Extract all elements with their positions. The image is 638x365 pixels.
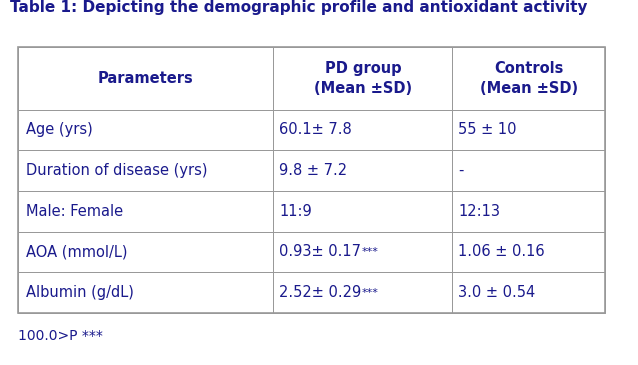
Bar xyxy=(18,47,605,313)
Bar xyxy=(452,150,605,191)
Bar xyxy=(273,191,452,232)
Bar xyxy=(452,110,605,150)
Text: 60.1± 7.8: 60.1± 7.8 xyxy=(279,122,352,137)
Bar xyxy=(18,191,273,232)
Text: AOA (mmol/L): AOA (mmol/L) xyxy=(26,245,128,260)
Text: Age (yrs): Age (yrs) xyxy=(26,122,93,137)
Text: -: - xyxy=(458,163,464,178)
Text: 11:9: 11:9 xyxy=(279,204,312,219)
Bar xyxy=(273,47,452,110)
Text: ***: *** xyxy=(361,247,378,257)
Bar xyxy=(273,232,452,272)
Bar xyxy=(18,232,273,272)
Text: 9.8 ± 7.2: 9.8 ± 7.2 xyxy=(279,163,348,178)
Text: PD group
(Mean ±SD): PD group (Mean ±SD) xyxy=(314,61,412,96)
Bar xyxy=(452,232,605,272)
Bar xyxy=(273,150,452,191)
Bar xyxy=(273,272,452,313)
Text: 2.52± 0.29: 2.52± 0.29 xyxy=(279,285,362,300)
Text: Male: Female: Male: Female xyxy=(26,204,123,219)
Text: Parameters: Parameters xyxy=(98,71,193,86)
Text: Controls
(Mean ±SD): Controls (Mean ±SD) xyxy=(480,61,578,96)
Bar xyxy=(452,47,605,110)
Bar xyxy=(18,47,273,110)
Text: 3.0 ± 0.54: 3.0 ± 0.54 xyxy=(458,285,536,300)
Bar xyxy=(18,150,273,191)
Text: Table 1: Depicting the demographic profile and antioxidant activity: Table 1: Depicting the demographic profi… xyxy=(10,0,588,15)
Bar xyxy=(452,272,605,313)
Text: Duration of disease (yrs): Duration of disease (yrs) xyxy=(26,163,207,178)
Bar xyxy=(452,191,605,232)
Text: ***: *** xyxy=(362,288,378,297)
Text: 0.93± 0.17: 0.93± 0.17 xyxy=(279,245,361,260)
Bar xyxy=(273,110,452,150)
Bar xyxy=(18,272,273,313)
Text: 1.06 ± 0.16: 1.06 ± 0.16 xyxy=(458,245,545,260)
Text: 100.0>P ***: 100.0>P *** xyxy=(18,329,103,343)
Text: 12:13: 12:13 xyxy=(458,204,500,219)
Text: 55 ± 10: 55 ± 10 xyxy=(458,122,517,137)
Bar xyxy=(18,110,273,150)
Text: Albumin (g/dL): Albumin (g/dL) xyxy=(26,285,134,300)
